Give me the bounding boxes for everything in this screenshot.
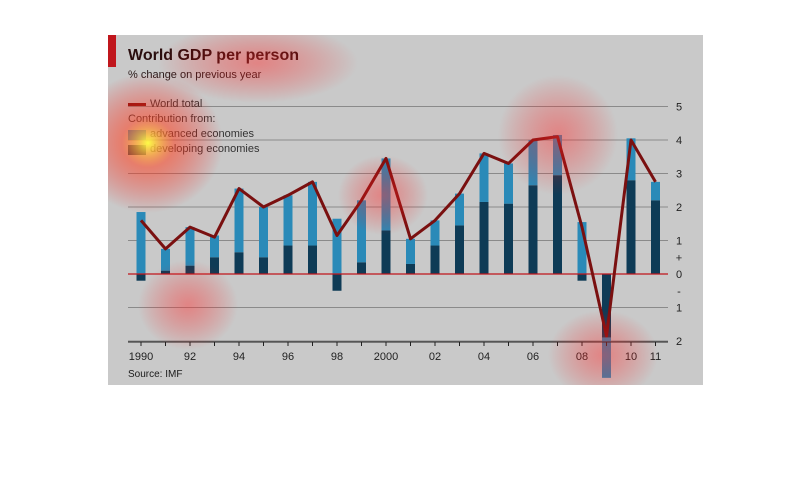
x-tick-label: 06 xyxy=(527,351,539,363)
y-tick-label: 0 xyxy=(676,269,682,281)
bar-developing xyxy=(504,203,513,274)
chart-title: World GDP per person xyxy=(128,47,299,64)
x-tick-label: 02 xyxy=(429,351,441,363)
legend-developing-swatch xyxy=(128,144,146,155)
bar-advanced xyxy=(626,138,636,181)
bar-advanced xyxy=(234,188,244,253)
y-tick-label: 1 xyxy=(676,236,682,248)
y-tick-label: 1 xyxy=(676,303,682,315)
bar-developing xyxy=(602,274,611,338)
y-tick-label: 5 xyxy=(676,102,682,114)
bar-developing xyxy=(528,185,538,274)
bar-developing xyxy=(479,201,489,274)
bar-advanced xyxy=(357,200,366,263)
legend-line-swatch xyxy=(128,103,146,106)
bar-developing xyxy=(357,262,366,274)
bar-developing xyxy=(136,274,146,281)
bar-developing xyxy=(553,175,562,274)
y-tick-label: 3 xyxy=(676,169,682,181)
legend-heading: Contribution from: xyxy=(128,112,259,127)
bar-developing xyxy=(259,257,268,274)
bar-developing xyxy=(626,180,636,274)
bar-advanced xyxy=(651,181,660,201)
legend-item-developing: developing economies xyxy=(128,142,259,157)
y-tick-label: 4 xyxy=(676,135,682,147)
bar-advanced xyxy=(283,195,293,246)
bar-advanced xyxy=(504,163,513,204)
y-tick-label: 2 xyxy=(676,202,682,214)
x-tick-label: 96 xyxy=(282,351,294,363)
chart-panel: 5 4 3 2 1 +0 - 1 2 1990 92 94 96 98 2000 02 04 06 08 10 11 W… xyxy=(108,35,703,385)
x-tick-label: 04 xyxy=(478,351,490,363)
legend-item-world-total: World total xyxy=(128,97,259,112)
bar-advanced xyxy=(259,207,268,258)
legend-contribution-label: Contribution from: xyxy=(128,113,216,125)
chart-svg: 5 4 3 2 1 +0 - 1 2 1990 92 94 96 98 2000 02 04 06 08 10 11 xyxy=(128,102,682,378)
y-tick-label: + xyxy=(676,252,682,264)
x-tick-label: 11 xyxy=(650,351,661,363)
bar-advanced xyxy=(210,235,219,258)
x-tick-label: 92 xyxy=(184,351,196,363)
bar-developing xyxy=(406,263,415,274)
legend-label-developing: developing economies xyxy=(150,143,260,155)
bar-developing xyxy=(234,252,244,274)
bar-developing xyxy=(651,200,660,274)
legend: World total Contribution from: advanced … xyxy=(128,97,259,157)
y-tick-label: 2 xyxy=(676,336,682,348)
bar-advanced xyxy=(332,218,342,274)
bar-developing xyxy=(577,274,587,281)
x-tick-label: 94 xyxy=(233,351,245,363)
x-tick-label: 10 xyxy=(625,351,637,363)
bar-advanced xyxy=(430,220,440,246)
bar-developing xyxy=(185,265,195,274)
bar-advanced xyxy=(479,153,489,202)
bar-developing xyxy=(430,245,440,274)
legend-advanced-swatch xyxy=(128,129,146,140)
bar-advanced xyxy=(528,140,538,186)
chart-subtitle: % change on previous year xyxy=(128,69,262,81)
y-tick-label: - xyxy=(677,286,681,298)
x-tick-label: 2000 xyxy=(374,351,398,363)
bar-developing xyxy=(332,274,342,291)
bar-advanced xyxy=(308,181,317,246)
bar-advanced xyxy=(136,212,146,274)
x-tick-label: 1990 xyxy=(129,351,153,363)
bar-advanced xyxy=(577,222,587,274)
x-tick-label: 08 xyxy=(576,351,588,363)
bar-developing xyxy=(210,257,219,274)
x-tick-label: 98 xyxy=(331,351,343,363)
bar-developing xyxy=(308,245,317,274)
legend-item-advanced: advanced economies xyxy=(128,127,259,142)
legend-label-world-total: World total xyxy=(150,98,203,110)
bar-advanced xyxy=(455,193,464,226)
accent-bar xyxy=(108,35,116,67)
bar-advanced xyxy=(161,248,170,271)
bar-advanced xyxy=(406,238,415,264)
bar-developing xyxy=(455,225,464,274)
bar-developing xyxy=(381,230,391,274)
source-note: Source: IMF xyxy=(128,369,183,380)
legend-label-advanced: advanced economies xyxy=(150,128,254,140)
bar-developing xyxy=(283,245,293,274)
bar-advanced xyxy=(185,227,195,266)
